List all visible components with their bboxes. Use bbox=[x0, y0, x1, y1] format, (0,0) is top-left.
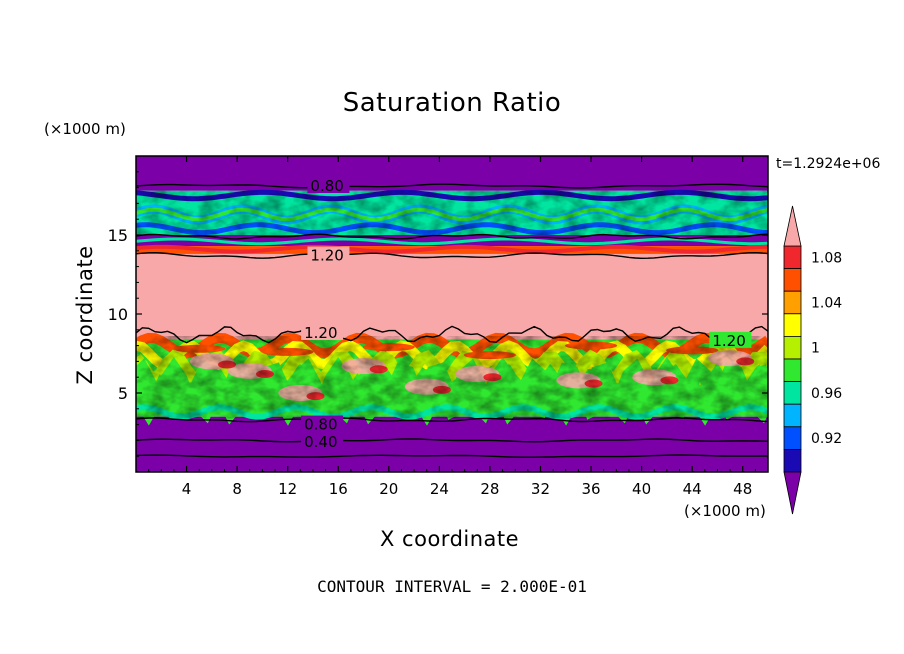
x-tick-label: 8 bbox=[232, 480, 242, 498]
x-tick-label: 16 bbox=[329, 480, 348, 498]
contour-label-bg bbox=[301, 415, 344, 432]
contour-line bbox=[136, 233, 768, 240]
y-tick-label: 10 bbox=[108, 305, 128, 324]
contour-line bbox=[136, 438, 768, 443]
colorbar-segment bbox=[783, 290, 802, 315]
contour-label: 0.40 bbox=[304, 433, 337, 451]
contour-label-bg bbox=[307, 246, 350, 263]
x-tick-label: 44 bbox=[683, 480, 702, 498]
x-tick-label: 36 bbox=[581, 480, 600, 498]
contour-line bbox=[136, 325, 768, 344]
field-band bbox=[136, 235, 768, 247]
colorbar: 0.92 0.96 1 1.04 1.08 bbox=[783, 205, 842, 515]
field-band bbox=[136, 416, 768, 472]
contour-line bbox=[136, 183, 768, 189]
colorbar-top-arrow bbox=[783, 205, 802, 247]
colorbar-label: 1 bbox=[811, 341, 820, 357]
colorbar-segment bbox=[783, 268, 802, 292]
contour-label: 1.20 bbox=[712, 332, 745, 350]
x-unit-label: (×1000 m) bbox=[684, 502, 766, 520]
contour-label-bg bbox=[307, 177, 350, 194]
x-tick-label: 32 bbox=[531, 480, 550, 498]
contour-labels: 0.801.201.20 1.200.800.40 bbox=[301, 177, 752, 451]
colorbar-label: 0.96 bbox=[811, 386, 842, 402]
x-tick-label: 24 bbox=[430, 480, 449, 498]
y-axis-label: Z coordinate bbox=[73, 245, 97, 385]
x-tick-label: 20 bbox=[379, 480, 398, 498]
colorbar-label: 1.04 bbox=[811, 296, 842, 312]
field-wave bbox=[136, 237, 768, 246]
colorbar-segment bbox=[783, 403, 802, 428]
x-tick-label: 28 bbox=[480, 480, 499, 498]
y-ticks: 5 10 15 bbox=[108, 171, 768, 457]
contour-lines bbox=[136, 183, 768, 458]
contour-label-bg bbox=[301, 432, 344, 449]
contour-line bbox=[136, 417, 768, 423]
contour-interval-note: CONTOUR INTERVAL = 2.000E-01 bbox=[317, 577, 587, 596]
colorbar-label: 0.92 bbox=[811, 431, 842, 447]
contour-label: 0.80 bbox=[310, 177, 343, 195]
colorbar-segment bbox=[783, 448, 802, 473]
field-texture bbox=[136, 336, 768, 419]
x-tick-label: 40 bbox=[632, 480, 651, 498]
contour-line bbox=[136, 251, 768, 260]
field-band bbox=[136, 246, 768, 254]
colorbar-label: 1.08 bbox=[811, 250, 842, 266]
x-tick-label: 48 bbox=[733, 480, 752, 498]
field-texture bbox=[136, 190, 768, 235]
contour-label-bg bbox=[301, 323, 344, 340]
contour-label-bg bbox=[709, 331, 752, 348]
colorbar-segment bbox=[783, 245, 802, 270]
x-tick-label: 4 bbox=[182, 480, 192, 498]
colorbar-bottom-arrow bbox=[783, 471, 802, 515]
contour-line bbox=[136, 454, 768, 458]
colorbar-segment bbox=[783, 381, 802, 405]
contour-field bbox=[136, 156, 768, 472]
y-tick-label: 5 bbox=[118, 384, 128, 403]
chart-title: Saturation Ratio bbox=[342, 88, 562, 118]
contour-label: 1.20 bbox=[304, 324, 337, 342]
contour-label: 0.80 bbox=[304, 416, 337, 434]
colorbar-segment bbox=[783, 313, 802, 337]
field-band bbox=[136, 253, 768, 340]
field-wave bbox=[136, 244, 768, 254]
time-label: t=1.2924e+06 bbox=[776, 156, 881, 172]
y-unit-label: (×1000 m) bbox=[44, 120, 126, 138]
colorbar-segment bbox=[783, 335, 802, 360]
contour-label: 1.20 bbox=[310, 247, 343, 265]
colorbar-segment bbox=[783, 358, 802, 383]
x-axis-label: X coordinate bbox=[380, 527, 520, 551]
x-tick-label: 12 bbox=[278, 480, 297, 498]
x-ticks: 4 8 12 16 20 24 28 32 36 40 44 48 bbox=[148, 156, 756, 498]
y-tick-label: 15 bbox=[108, 226, 128, 245]
colorbar-segment bbox=[783, 426, 802, 450]
